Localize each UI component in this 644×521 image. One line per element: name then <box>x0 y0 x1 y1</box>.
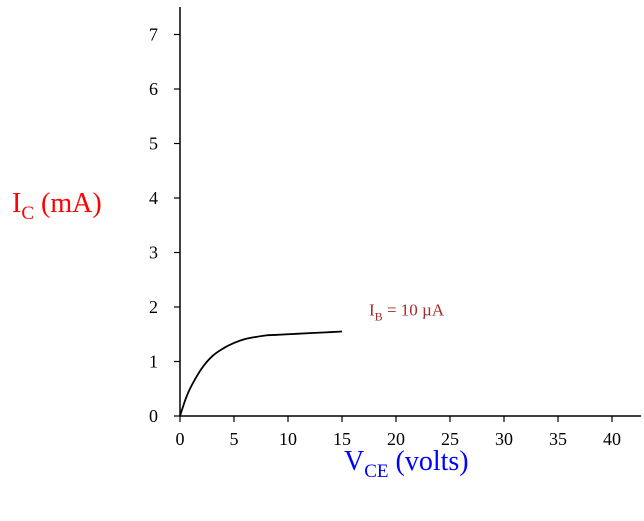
y-tick-label: 1 <box>149 352 158 372</box>
curve-annotation: IB = 10 µA <box>369 301 445 324</box>
annotation-rest: = 10 µA <box>383 301 445 320</box>
x-tick-label: 35 <box>549 429 567 449</box>
x-tick-label: 0 <box>176 429 185 449</box>
y-axis-label-rest: (mA) <box>34 188 102 219</box>
x-tick-label: 10 <box>279 429 297 449</box>
y-axis-label-sub: C <box>21 203 34 224</box>
axes <box>179 7 641 417</box>
x-tick-label: 5 <box>230 429 239 449</box>
x-tick-label: 25 <box>441 429 459 449</box>
x-tick-label: 15 <box>333 429 351 449</box>
x-axis-label: VCE (volts) <box>344 446 469 482</box>
y-tick-label: 3 <box>149 243 158 263</box>
series-line <box>179 330 343 417</box>
x-tick-label: 20 <box>387 429 405 449</box>
y-tick-label: 2 <box>149 297 158 317</box>
x-tick-label: 30 <box>495 429 513 449</box>
x-axis-label-sub: CE <box>364 461 388 482</box>
y-axis-label-main: I <box>12 188 21 219</box>
y-tick-label: 0 <box>149 406 158 426</box>
x-tick-label: 40 <box>603 429 621 449</box>
annotation-sub: B <box>375 310 383 324</box>
series <box>179 330 343 417</box>
x-axis-label-rest: (volts) <box>389 446 469 477</box>
x-axis-label-main: V <box>344 446 364 477</box>
y-tick-label: 5 <box>149 134 158 154</box>
y-tick-label: 4 <box>149 188 158 208</box>
y-tick-label: 7 <box>149 25 158 45</box>
y-axis-label: IC (mA) <box>12 188 102 224</box>
annotation-main: I <box>369 301 375 320</box>
y-tick-label: 6 <box>149 79 158 99</box>
ticks: 0 5 10 15 20 25 30 35 40 0 1 2 3 4 5 6 7 <box>149 25 621 450</box>
